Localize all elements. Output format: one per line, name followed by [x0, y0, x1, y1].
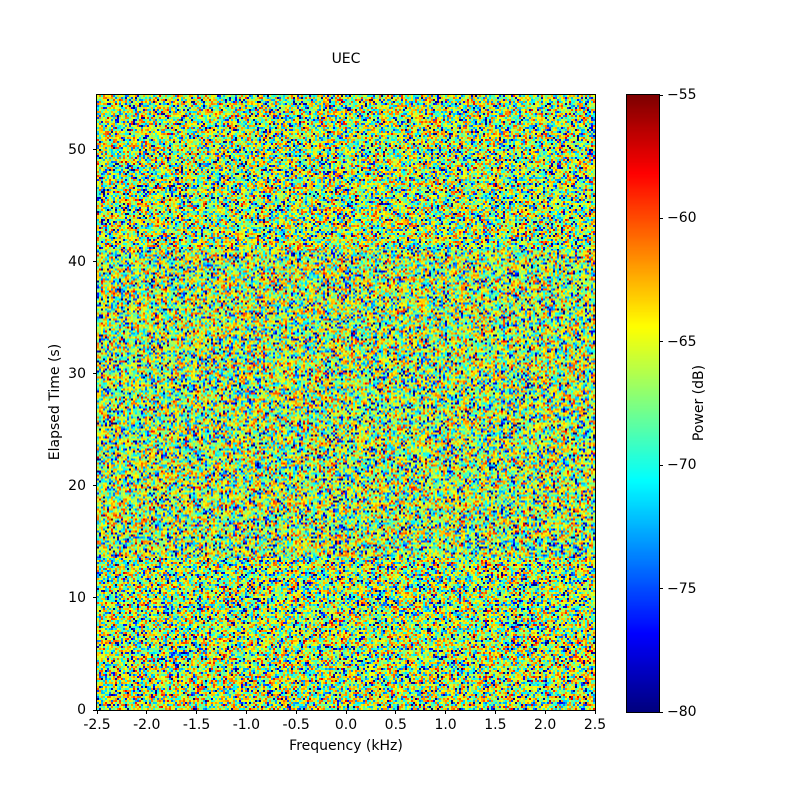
chart-title: UEC — [331, 51, 361, 67]
colorbar-tick-label: −65 — [667, 333, 697, 350]
x-tick-label: -2.5 — [83, 717, 111, 733]
x-tick-mark — [494, 710, 496, 714]
x-tick-mark — [445, 710, 447, 714]
colorbar-tick-mark — [659, 711, 663, 713]
x-tick-label: -1.0 — [232, 717, 261, 733]
colorbar-tick-label: −70 — [667, 457, 697, 474]
spectrogram-heatmap — [97, 95, 595, 710]
y-tick-mark — [93, 149, 97, 151]
x-tick-label: -1.5 — [182, 717, 211, 733]
colorbar-tick-mark — [659, 341, 663, 343]
y-tick-label: 50 — [68, 141, 86, 158]
y-tick-mark — [93, 597, 97, 599]
colorbar — [627, 95, 659, 712]
colorbar-tick-mark — [659, 217, 663, 219]
x-axis-label: Frequency (kHz) — [289, 738, 403, 754]
y-axis-label: Elapsed Time (s) — [47, 343, 63, 461]
x-tick-label: 1.5 — [484, 717, 507, 733]
y-tick-label: 30 — [68, 365, 86, 382]
x-tick-mark — [146, 710, 148, 714]
colorbar-tick-label: −75 — [667, 580, 697, 597]
x-tick-mark — [395, 710, 397, 714]
x-tick-label: 0.5 — [384, 717, 407, 733]
colorbar-tick-mark — [659, 588, 663, 590]
x-tick-label: 0.0 — [334, 717, 358, 733]
x-tick-mark — [196, 710, 198, 714]
x-tick-mark — [594, 710, 596, 714]
x-tick-label: -0.5 — [282, 717, 310, 733]
colorbar-tick-mark — [659, 464, 663, 466]
colorbar-label: Power (dB) — [691, 364, 707, 442]
x-tick-label: 1.0 — [434, 717, 457, 733]
colorbar-tick-label: −80 — [667, 704, 697, 720]
y-tick-label: 40 — [68, 253, 86, 270]
x-tick-mark — [345, 710, 347, 714]
x-tick-mark — [245, 710, 247, 714]
x-tick-mark — [544, 710, 546, 714]
colorbar-tick-label: −55 — [667, 87, 697, 103]
y-tick-mark — [93, 373, 97, 375]
y-tick-label: 10 — [68, 589, 86, 606]
colorbar-tick-mark — [659, 94, 663, 96]
x-tick-label: 2.5 — [583, 717, 607, 733]
y-tick-mark — [93, 261, 97, 263]
y-tick-mark — [93, 485, 97, 487]
y-tick-label: 0 — [77, 702, 86, 718]
y-tick-label: 20 — [68, 477, 86, 494]
x-tick-label: 2.0 — [534, 717, 557, 733]
y-tick-mark — [93, 709, 97, 711]
x-tick-mark — [96, 710, 98, 714]
x-tick-label: -2.0 — [133, 717, 161, 733]
x-tick-mark — [295, 710, 297, 714]
colorbar-tick-label: −60 — [667, 210, 697, 227]
